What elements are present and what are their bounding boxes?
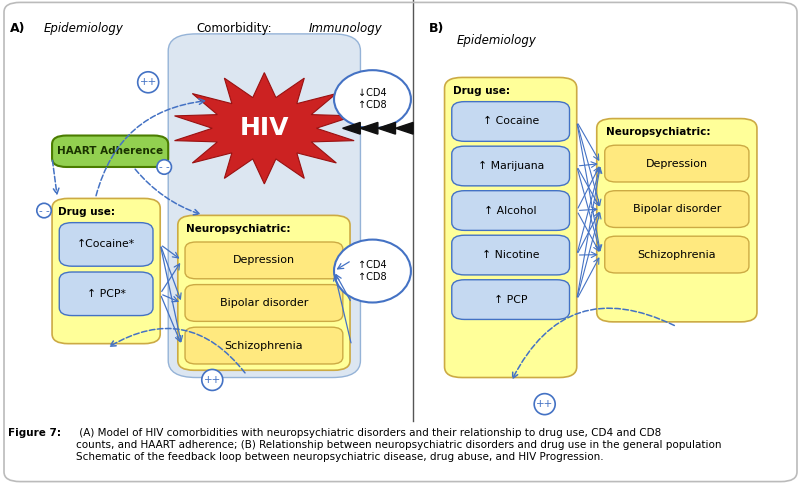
Text: Depression: Depression xyxy=(233,256,295,265)
Text: - -: - - xyxy=(159,162,170,172)
Text: Comorbidity:: Comorbidity: xyxy=(196,22,272,35)
Polygon shape xyxy=(378,122,396,134)
Text: B): B) xyxy=(429,22,444,35)
Text: Neuropsychiatric:: Neuropsychiatric: xyxy=(606,127,710,137)
FancyBboxPatch shape xyxy=(605,145,749,182)
Ellipse shape xyxy=(334,70,411,128)
Text: ↑ PCP: ↑ PCP xyxy=(494,295,527,304)
Text: ↑ PCP*: ↑ PCP* xyxy=(87,289,126,299)
Text: Bipolar disorder: Bipolar disorder xyxy=(219,298,308,308)
Text: Drug use:: Drug use: xyxy=(58,207,115,217)
Text: Immunology: Immunology xyxy=(308,22,382,35)
FancyBboxPatch shape xyxy=(52,198,160,344)
FancyBboxPatch shape xyxy=(185,285,343,321)
Text: HAART Adherence: HAART Adherence xyxy=(57,146,163,156)
FancyBboxPatch shape xyxy=(597,119,757,322)
Text: Epidemiology: Epidemiology xyxy=(44,22,124,35)
Text: ↑ Nicotine: ↑ Nicotine xyxy=(482,250,539,260)
Ellipse shape xyxy=(334,240,411,302)
Text: - -: - - xyxy=(38,206,50,215)
Text: Epidemiology: Epidemiology xyxy=(457,34,537,47)
FancyBboxPatch shape xyxy=(52,136,168,167)
FancyBboxPatch shape xyxy=(605,236,749,273)
Polygon shape xyxy=(343,122,360,134)
Text: HIV: HIV xyxy=(239,116,289,140)
Text: (A) Model of HIV comorbidities with neuropsychiatric disorders and their relatio: (A) Model of HIV comorbidities with neur… xyxy=(76,428,722,462)
Text: Neuropsychiatric:: Neuropsychiatric: xyxy=(186,224,290,234)
FancyBboxPatch shape xyxy=(605,191,749,227)
Text: Depression: Depression xyxy=(646,159,708,168)
FancyBboxPatch shape xyxy=(185,242,343,279)
Polygon shape xyxy=(360,122,378,134)
Text: ↓CD4
↑CD8: ↓CD4 ↑CD8 xyxy=(358,89,387,110)
Text: Schizophrenia: Schizophrenia xyxy=(224,341,304,350)
FancyBboxPatch shape xyxy=(59,223,153,266)
Text: ↑CD4
↑CD8: ↑CD4 ↑CD8 xyxy=(358,260,387,282)
FancyBboxPatch shape xyxy=(452,280,570,319)
Polygon shape xyxy=(396,122,413,134)
Text: ↑ Marijuana: ↑ Marijuana xyxy=(477,161,544,171)
Text: ++: ++ xyxy=(203,375,221,385)
FancyBboxPatch shape xyxy=(452,191,570,230)
Text: Schizophrenia: Schizophrenia xyxy=(638,250,716,259)
FancyBboxPatch shape xyxy=(185,327,343,364)
FancyBboxPatch shape xyxy=(445,77,577,378)
Polygon shape xyxy=(175,73,354,184)
Text: Bipolar disorder: Bipolar disorder xyxy=(633,204,721,214)
Text: A): A) xyxy=(10,22,25,35)
Text: ↑Cocaine*: ↑Cocaine* xyxy=(77,240,135,249)
FancyBboxPatch shape xyxy=(59,272,153,316)
Text: Figure 7:: Figure 7: xyxy=(8,428,61,439)
Text: ++: ++ xyxy=(139,77,157,87)
Text: ↑ Alcohol: ↑ Alcohol xyxy=(485,206,537,215)
FancyBboxPatch shape xyxy=(178,215,350,370)
FancyBboxPatch shape xyxy=(452,146,570,186)
FancyBboxPatch shape xyxy=(452,235,570,275)
Text: ↑ Cocaine: ↑ Cocaine xyxy=(482,117,539,126)
Text: ++: ++ xyxy=(536,399,553,409)
FancyBboxPatch shape xyxy=(168,34,360,378)
Text: Drug use:: Drug use: xyxy=(453,86,509,96)
FancyBboxPatch shape xyxy=(452,102,570,141)
